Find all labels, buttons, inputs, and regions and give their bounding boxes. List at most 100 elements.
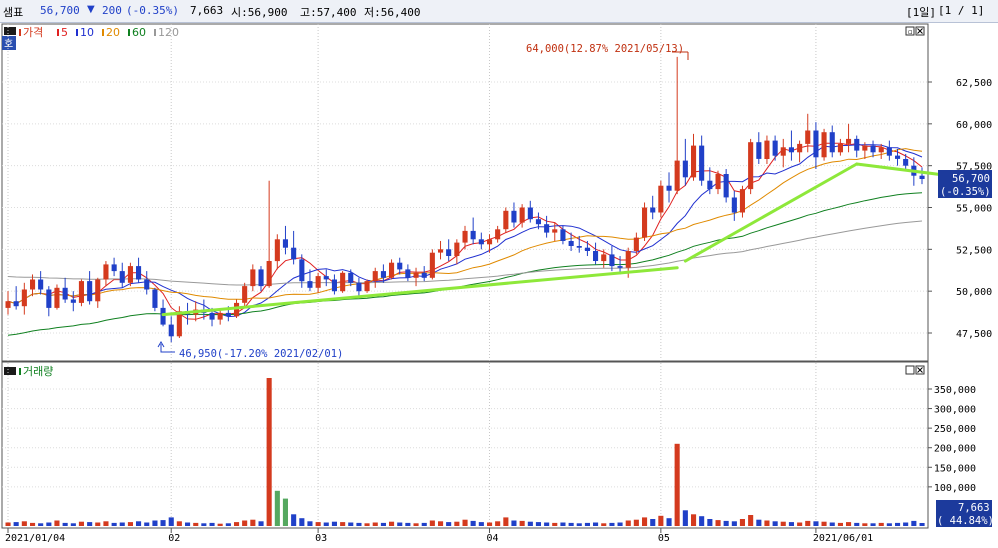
volume-bar [70,523,76,526]
candle-body [78,281,84,303]
ma-legend-swatch-20 [102,29,104,36]
page-indicator[interactable]: [1 / 1] [938,4,985,17]
ma-20-line [7,148,923,305]
volume-bar [21,521,27,526]
candle-body [764,140,770,159]
price-panel [1,23,929,362]
candle-body [250,269,256,287]
candle-body [340,272,346,292]
price-tick-label: 50,000 [956,287,992,298]
volume-bar [13,522,19,526]
volume-tick-label: 100,000 [934,483,976,494]
volume-bar [658,515,664,526]
ma-legend: 5 10 20 60 120 [57,26,179,39]
candle-body [413,272,419,278]
volume-bar [527,521,533,526]
volume-bar [870,523,876,526]
candle-body [225,312,231,317]
volume-bar [380,522,386,526]
candle-body [609,254,615,267]
volume-panel-close-glyph [917,367,923,373]
volume-bar [46,522,52,526]
current-price-box [938,170,992,198]
candle-body [462,230,468,243]
volume-bar [772,521,778,526]
candle-body [756,142,762,159]
volume-tick-label: 300,000 [934,405,976,416]
volume-bar [642,517,648,526]
volume-bar [413,523,419,526]
candle-body [30,279,36,290]
candle-body [691,145,697,178]
volume-bar [576,523,582,526]
candle-body [544,224,550,233]
volume-bar [168,517,174,526]
price-tick-label: 47,500 [956,329,992,340]
volume-bar [862,523,868,526]
volume-panel-maximize-icon[interactable] [905,365,915,375]
volume-bar [617,522,623,526]
date-tick-label: 03 [315,533,327,544]
volume-bar [633,519,639,526]
low-price: 저:56,400 [364,6,421,19]
volume-bar [95,522,101,526]
volume-bar [625,520,631,526]
trendline [683,162,859,263]
panel-menu-icon[interactable] [4,27,16,35]
volume-bar [119,522,125,526]
candle-body [70,299,76,303]
candle-body [282,239,288,248]
volume-bar [340,522,346,526]
panel-maximize-icon[interactable] [905,26,915,36]
candle-body [209,312,215,320]
volume-bar [854,522,860,526]
candle-body [87,281,93,302]
low-annotation-arrow-icon [157,341,165,348]
price-tick-label: 52,500 [956,245,992,256]
volume-bar [560,522,566,526]
candle-body [805,130,811,144]
price-tick-label: 57,500 [956,162,992,173]
ma-legend-swatch-60 [128,29,130,36]
volume-bar [234,522,240,526]
volume-bar [503,517,509,526]
volume-bar [242,520,248,526]
volume-bar [911,520,917,526]
candle-body [446,249,452,256]
candle-body [160,307,166,325]
period-selector[interactable]: [1일] [906,6,936,19]
volume-bar [780,521,786,526]
candle-body [62,287,68,300]
candle-body [731,197,737,213]
volume-bar [544,522,550,526]
volume-bar [682,510,688,526]
volume-bar [846,522,852,526]
candle-body [266,261,272,287]
candle-body [144,279,150,290]
volume-bar [454,521,460,526]
volume-panel-menu-icon[interactable] [4,367,16,375]
candle-body [454,242,460,256]
price-tick-label: 60,000 [956,120,992,131]
candle-body [862,145,868,151]
volume-bar [797,522,803,526]
volume-bar [217,523,223,526]
candle-body [854,138,860,151]
price-tick-label: 62,500 [956,78,992,89]
volume-bar [691,514,697,526]
candle-body [707,180,713,190]
volume-tick-label: 200,000 [934,444,976,455]
volume-bar [511,520,517,526]
current-volume-box [936,500,992,527]
candle-body [127,266,133,283]
price-change: 200 [102,4,122,17]
candle-body [560,229,566,241]
volume-bar [919,523,925,526]
volume-bar [650,519,656,526]
volume-bar [315,522,321,526]
volume-bar [111,522,117,526]
candle-body [372,271,378,282]
candle-body [903,159,909,166]
current-price: 56,700 [40,4,80,17]
